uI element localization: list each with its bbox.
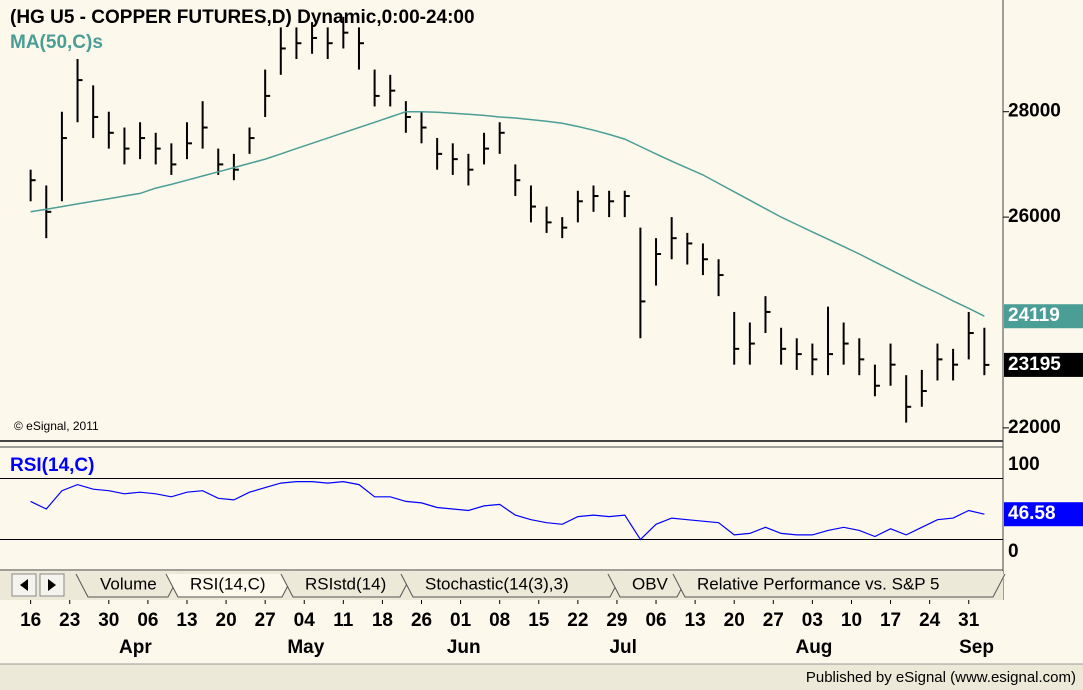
x-tick-label: 27 (255, 610, 276, 631)
x-tick-label: 16 (20, 610, 41, 631)
x-tick-label: 13 (685, 610, 706, 631)
x-tick-label: 31 (958, 610, 980, 631)
month-label: Sep (959, 637, 994, 658)
x-tick-label: 08 (489, 610, 510, 631)
x-tick-label: 04 (294, 610, 316, 631)
x-tick-label: 23 (59, 610, 80, 631)
x-tick-label: 01 (450, 610, 472, 631)
x-tick-label: 22 (567, 610, 588, 631)
x-tick-label: 13 (176, 610, 197, 631)
y-tick-label: 28000 (1008, 101, 1061, 122)
tab-label[interactable]: Volume (100, 574, 157, 593)
tab-group: Volume RSI(14,C) RSIstd(14) Stochastic(14(3… (75, 573, 1006, 598)
footer-bar (0, 664, 1083, 690)
x-tick-label: 20 (216, 610, 237, 631)
x-tick-label: 11 (333, 610, 354, 631)
x-tick-label: 06 (645, 610, 666, 631)
y-tick-label: 26000 (1008, 206, 1061, 227)
x-tick-label: 10 (841, 610, 862, 631)
arrow-left-icon (20, 579, 28, 591)
price-value-box (1004, 352, 1083, 377)
x-tick-label: 03 (802, 610, 823, 631)
x-tick-label: 18 (372, 610, 393, 631)
watermark: © eSignal, 2011 (14, 419, 99, 433)
ma-line (30, 110, 985, 317)
rsi-line (30, 480, 985, 541)
x-tick-label: 15 (528, 610, 550, 631)
rsi-value-box (1004, 502, 1083, 527)
tab-label[interactable]: Relative Performance vs. S&P 5 (697, 574, 940, 593)
x-tick-label: 30 (98, 610, 119, 631)
x-tick-label: 27 (763, 610, 784, 631)
tab-label[interactable]: Stochastic(14(3),3) (425, 574, 569, 593)
x-tick-label: 24 (919, 610, 941, 631)
ma-value-label: 24119 (1008, 305, 1060, 326)
rsi-value-label: 46.58 (1008, 503, 1056, 524)
month-label: Aug (795, 637, 832, 658)
tab-label[interactable]: OBV (632, 574, 669, 593)
tab-label[interactable]: RSI(14,C) (190, 574, 266, 593)
y-tick-label: 22000 (1008, 417, 1061, 438)
x-tick-label: 26 (411, 610, 432, 631)
rsi-legend: RSI(14,C) (10, 455, 94, 476)
month-label: May (287, 637, 324, 658)
month-label: Jul (609, 637, 636, 658)
tab-label[interactable]: RSIstd(14) (305, 574, 386, 593)
tab-shape (672, 573, 1006, 598)
rsi-scale-label: 0 (1008, 541, 1019, 562)
x-tick-label: 29 (606, 610, 627, 631)
ma-legend: MA(50,C)s (10, 32, 103, 53)
x-tick-label: 20 (724, 610, 745, 631)
arrow-right-icon (48, 579, 56, 591)
month-label: Jun (447, 637, 481, 658)
chart-title: (HG U5 - COPPER FUTURES,D) Dynamic,0:00-… (10, 7, 475, 28)
rsi-scale-label: 100 (1008, 454, 1040, 475)
tab-shape (280, 573, 413, 598)
footer-text: Published by eSignal (www.esignal.com) (806, 669, 1076, 686)
x-tick-label: 17 (880, 610, 901, 631)
x-tick-label: 06 (137, 610, 158, 631)
price-value-label: 23195 (1008, 354, 1061, 375)
month-label: Apr (119, 637, 152, 658)
ma-value-box (1004, 304, 1083, 329)
